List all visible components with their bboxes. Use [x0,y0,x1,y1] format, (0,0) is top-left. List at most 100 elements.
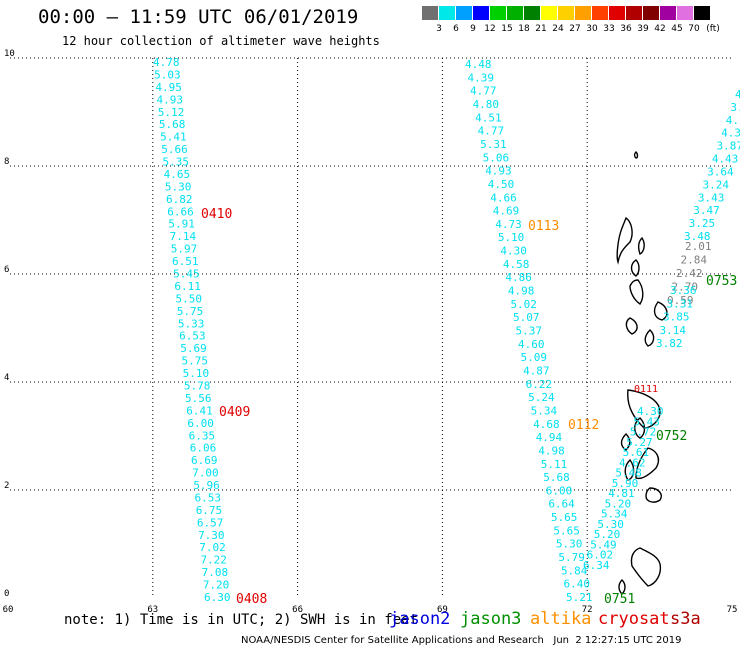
color-swatch [592,6,609,20]
wave-height-value: 3.48 [684,230,711,243]
wave-height-value: 5.65 [553,524,580,537]
wave-height-value: 4.68 [533,418,560,431]
map-subtitle: 12 hour collection of altimeter wave hei… [62,34,380,48]
island-outline [634,417,646,439]
x-tick-label: 75 [727,605,738,615]
wave-height-value: 5.03 [154,68,181,81]
wave-height-value: 3.31 [667,297,694,310]
wave-height-value: 6.30 [204,591,231,604]
color-scale-label: 3 [436,24,442,34]
wave-height-value: 4.62 [619,456,646,469]
color-scale-label: 42 [654,24,666,34]
wave-height-value: 7.20 [203,579,230,592]
color-scale-label: 18 [518,24,530,34]
color-swatch [422,6,439,20]
wave-height-value: 4.77 [470,85,497,98]
color-swatch [456,6,473,20]
map-gridlines [10,57,732,598]
island-outline [630,259,640,277]
y-tick-label: 4 [4,373,9,383]
island-outline [616,216,633,265]
coastline-outlines [616,151,668,595]
wave-height-value: 3.43 [698,191,725,204]
pass-time-label: 0751 [604,592,635,607]
wave-height-value: 6.69 [191,454,218,467]
wave-height-value: 4.43 [712,153,739,166]
color-swatch [660,6,677,20]
island-outline [645,487,662,503]
wave-height-value: 5.10 [183,367,210,380]
wave-height-value: 6.35 [189,429,216,442]
wave-height-value: 4.65 [164,168,191,181]
y-tick-label: 2 [4,481,9,491]
wave-height-value: 5.30 [597,518,624,531]
map-title: 00:00 – 11:59 UTC 06/01/2019 [38,6,359,28]
color-scale-label: 36 [620,24,632,34]
wave-height-value: 5.20 [594,528,621,541]
wave-height-value: 5.50 [176,292,203,305]
color-scale-label: 12 [484,24,496,34]
wave-height-value: 5.12 [158,106,185,119]
wave-height-value: 4.95 [155,81,182,94]
wave-height-value: 5.09 [521,351,548,364]
pass-time-label: 0752 [656,429,687,444]
wave-height-value: 5.10 [498,231,525,244]
wave-height-value: 5.78 [184,379,211,392]
wave-height-value: 5.61 [623,446,650,459]
wave-height-value: 4.73 [495,218,522,231]
pass-time-label: 0112 [568,418,599,433]
color-scale-label: 21 [535,24,547,34]
pass-time-labels: 0410 0409 0408 0113 0112 0753 0752 0751 0111 [201,207,737,607]
wave-height-value: 3.24 [703,178,730,191]
wave-height-value: 5.75 [181,355,208,368]
color-scale-label: 24 [552,24,564,34]
wave-height-value: 5.48 [615,467,642,480]
wave-height-value: 5.30 [165,180,192,193]
island-outline [620,433,631,451]
wave-height-value: 6.00 [546,484,573,497]
wave-height-value: 5.20 [605,497,632,510]
color-swatch [558,6,575,20]
wave-height-value: 5.34 [601,508,628,521]
wave-height-value: 5.43 [633,415,660,428]
pass-time-label: 0409 [219,405,250,420]
wave-height-value: 5.41 [160,131,187,144]
wave-height-value: 6.66 [167,205,194,218]
wave-height-value: 5.21 [566,591,593,604]
wave-height-value: 3.64 [707,165,734,178]
satellite-name-jason3: jason3 [460,609,522,629]
wave-height-value: 4.60 [518,338,545,351]
color-scale-label: 30 [586,24,598,34]
island-outline [637,236,645,255]
pass-time-label: 0410 [201,207,232,222]
satellite-name-jason2: jason2 [389,609,451,629]
wave-height-value: 4.87 [523,364,550,377]
island-outline [627,389,661,429]
y-tick-label: 0 [4,589,9,599]
color-scale-label: 33 [603,24,615,34]
satellite-name-s3a: s3a [670,609,701,629]
wave-height-value: 5.07 [513,311,540,324]
units-note: note: 1) Time is in UTC; 2) SWH is in fe… [64,612,419,628]
wave-height-value: 5.35 [162,156,189,169]
color-swatch [694,6,711,20]
wave-height-value: 4.98 [508,285,535,298]
pass-time-label: 0111 [634,384,658,395]
color-scale-label: 39 [637,24,649,34]
color-scale-unit: (ft) [706,24,720,34]
x-tick-label: 63 [147,605,158,615]
wave-height-value: 5.68 [159,118,186,131]
color-scale-label: 45 [671,24,683,34]
wave-height-value: 4.48 [465,58,492,71]
island-outline [635,447,660,480]
pass-time-label: 0753 [706,274,737,289]
color-scale-label: 70 [688,24,700,34]
wave-height-value: 6.64 [548,498,575,511]
wave-height-value: 5.96 [193,479,220,492]
wave-height-value: 2.70 [672,281,699,294]
wave-height-value: 6.11 [174,280,201,293]
wave-height-value: 6.00 [187,417,214,430]
wave-height-value: 6.34 [583,559,610,572]
wave-height-value: 5.56 [185,392,212,405]
wave-height-value: 2.84 [681,254,708,267]
